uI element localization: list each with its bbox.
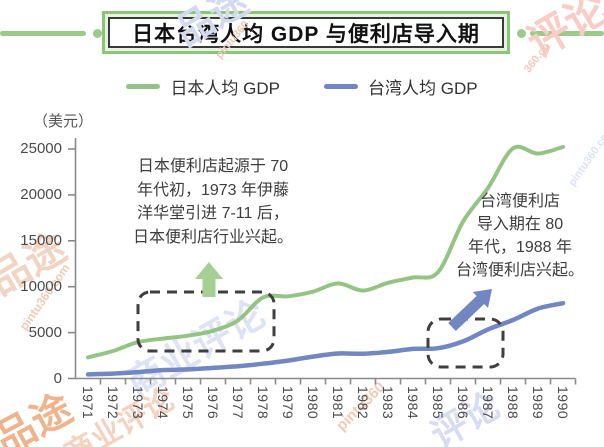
legend: 日本人均 GDP 台湾人均 GDP	[0, 74, 604, 99]
header-decor-line-left	[0, 31, 86, 36]
x-tick-label: 1975	[180, 386, 196, 420]
x-tick-label: 1988	[505, 386, 521, 420]
x-tick-label: 1974	[155, 386, 171, 420]
x-tick-label: 1981	[330, 386, 346, 420]
taiwan-annotation-line: 台湾便利店兴起。	[455, 262, 584, 279]
y-tick-label: 20000	[20, 185, 62, 203]
y-tick-label: 5000	[28, 323, 62, 341]
x-tick-label: 1987	[480, 386, 496, 420]
x-tick-label: 1979	[280, 386, 296, 420]
x-tick-label: 1983	[380, 386, 396, 420]
header-decor-dot-left	[93, 29, 102, 38]
x-tick-label: 1977	[230, 386, 246, 420]
taiwan-up-right-arrow-icon	[448, 289, 492, 331]
y-tick-label: 25000	[20, 140, 62, 157]
x-tick-label: 1985	[430, 386, 446, 420]
taiwan-line-swatch	[324, 84, 358, 89]
taiwan-annotation-line: 导入期在 80	[476, 216, 564, 233]
series-lines	[85, 144, 566, 377]
header-decor-line-right	[530, 31, 604, 36]
title-box: 日本台湾人均 GDP 与便利店导入期	[102, 11, 510, 54]
taiwan-annotation-line: 台湾便利店	[479, 193, 560, 210]
y-axis-unit-label: （美元）	[33, 113, 94, 130]
x-tick-label: 1976	[205, 386, 221, 420]
x-tick-label: 1986	[455, 386, 471, 420]
x-tick-label: 1984	[405, 386, 421, 420]
x-tick-label: 1980	[305, 386, 321, 420]
japan-gdp-line	[86, 144, 565, 360]
axis-ticks	[68, 148, 577, 385]
japan-annotation-line: 日本便利店行业兴起。	[132, 228, 293, 246]
taiwan-gdp-line	[85, 300, 566, 377]
y-tick-label: 0	[53, 369, 62, 387]
x-tick-label: 1989	[530, 386, 546, 420]
y-tick-label: 15000	[20, 231, 62, 249]
legend-label-taiwan: 台湾人均 GDP	[368, 79, 478, 98]
taiwan-annotation: 台湾便利店 导入期在 80 年代，1988 年 台湾便利店兴起。	[436, 190, 604, 282]
taiwan-annotation-line: 年代，1988 年	[467, 239, 573, 256]
legend-label-japan: 日本人均 GDP	[170, 79, 280, 98]
x-tick-label: 1982	[355, 386, 371, 420]
x-tick-label: 1973	[130, 386, 146, 420]
legend-item-japan: 日本人均 GDP	[126, 74, 280, 99]
japan-line-swatch	[126, 84, 161, 89]
japan-annotation-line: 日本便利店起源于 70	[137, 158, 289, 175]
x-tick-label: 1978	[255, 386, 271, 420]
x-tick-label: 1972	[105, 386, 121, 420]
x-tick-label: 1990	[555, 386, 571, 420]
page-title: 日本台湾人均 GDP 与便利店导入期	[108, 17, 504, 48]
x-tick-label: 1971	[80, 386, 96, 420]
highlight-box-japan	[136, 290, 276, 353]
y-tick-label: 10000	[20, 277, 62, 295]
japan-annotation: 日本便利店起源于 70 年代初，1973 年伊藤 洋华堂引进 7-11 后， 日…	[106, 155, 320, 249]
japan-annotation-line: 洋华堂引进 7-11 后，	[137, 205, 289, 222]
header-decor-dot-right	[517, 29, 526, 38]
japan-up-arrow-icon	[195, 262, 223, 297]
legend-item-taiwan: 台湾人均 GDP	[324, 74, 478, 99]
japan-annotation-line: 年代初，1973 年伊藤	[136, 181, 290, 199]
